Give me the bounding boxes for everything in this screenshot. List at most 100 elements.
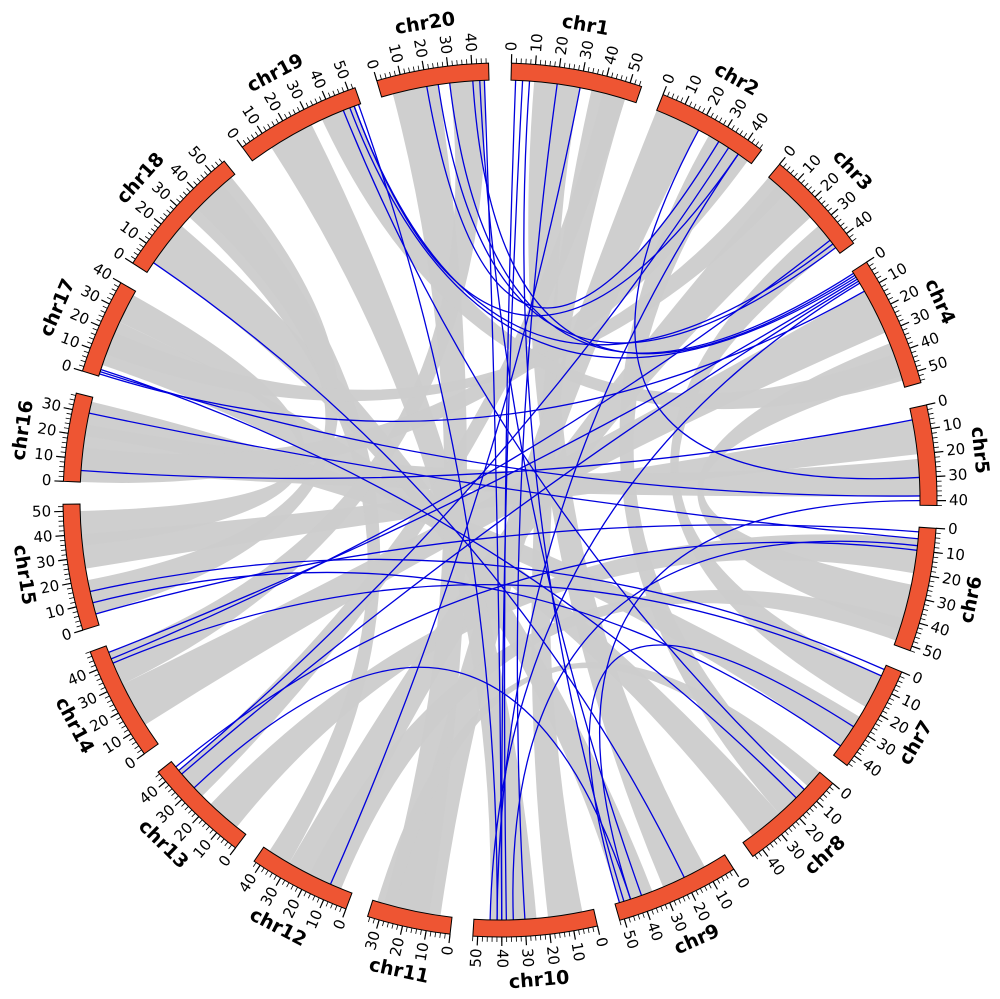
minor-tick [310, 100, 314, 106]
major-tick [81, 344, 91, 349]
major-tick [321, 90, 327, 100]
minor-tick [427, 63, 429, 69]
minor-tick [676, 95, 679, 101]
link [99, 290, 865, 423]
minor-tick [932, 436, 938, 439]
link [99, 371, 920, 497]
chromosome-label: chr1 [560, 10, 611, 40]
major-tick [712, 881, 718, 890]
major-tick [58, 558, 68, 562]
link [342, 110, 805, 790]
ribbon [670, 225, 882, 707]
minor-tick [686, 894, 690, 900]
chromosome-label: chr5 [967, 425, 994, 474]
minor-tick [275, 118, 279, 124]
minor-tick [202, 822, 207, 828]
link [516, 83, 558, 920]
minor-tick [710, 112, 714, 118]
minor-tick [615, 73, 618, 79]
major-tick [878, 277, 888, 284]
tick-label: 0 [936, 391, 949, 411]
tick-label: 0 [502, 41, 520, 51]
minor-tick [70, 601, 76, 604]
minor-tick [933, 441, 939, 444]
major-tick [832, 782, 840, 790]
minor-tick [294, 887, 298, 892]
tick-label: 0 [836, 784, 855, 804]
minor-tick [96, 319, 102, 322]
minor-tick [64, 422, 70, 425]
minor-tick [592, 67, 595, 74]
minor-tick [888, 297, 894, 301]
minor-tick [332, 90, 336, 96]
major-tick [780, 833, 788, 842]
minor-tick [290, 884, 294, 890]
ribbon [271, 124, 537, 920]
minor-tick [868, 263, 874, 267]
minor-tick [155, 773, 160, 778]
minor-tick [186, 188, 191, 193]
minor-tick [61, 441, 67, 444]
tick-label: 0 [948, 520, 959, 539]
major-tick [342, 908, 347, 918]
major-tick [319, 899, 325, 909]
minor-tick [252, 862, 257, 867]
minor-tick [68, 403, 74, 406]
minor-tick [451, 60, 453, 66]
minor-tick [887, 702, 892, 706]
minor-tick [72, 611, 78, 614]
minor-tick [840, 222, 845, 227]
minor-tick [182, 191, 188, 196]
ribbon [87, 177, 339, 614]
major-tick [344, 81, 349, 91]
minor-tick [319, 96, 322, 102]
major-tick [124, 257, 134, 264]
link [353, 105, 739, 317]
minor-tick [824, 203, 829, 208]
ribbon [153, 225, 653, 903]
minor-tick [129, 737, 134, 741]
minor-tick [334, 905, 338, 911]
tick-label: 10 [799, 151, 825, 177]
minor-tick [932, 561, 938, 564]
minor-tick [70, 393, 76, 396]
major-tick [62, 582, 72, 586]
minor-tick [933, 446, 939, 449]
minor-tick [758, 851, 762, 857]
major-tick [582, 62, 586, 72]
tick-label: 20 [410, 37, 431, 59]
minor-tick [611, 72, 614, 78]
tick-label: 10 [941, 414, 963, 435]
tick-label: 30 [361, 929, 384, 952]
minor-tick [220, 838, 225, 844]
tick-label: 40 [850, 207, 876, 233]
link [489, 282, 861, 920]
major-tick [169, 199, 178, 207]
tick-label: 40 [235, 870, 261, 896]
minor-tick [174, 795, 179, 800]
chromosome-label: chr15 [9, 543, 40, 606]
major-tick [110, 712, 119, 718]
minor-tick [620, 75, 623, 81]
tick-label: 50 [32, 502, 52, 520]
minor-tick [200, 174, 205, 179]
minor-tick [273, 875, 277, 880]
ideogram [132, 160, 236, 274]
tick-label: 20 [67, 305, 92, 329]
minor-tick [250, 134, 255, 139]
minor-tick [910, 650, 916, 653]
minor-tick [69, 597, 75, 600]
ribbon [80, 295, 305, 546]
minor-tick [391, 923, 394, 929]
minor-tick [267, 123, 271, 129]
minor-tick [751, 138, 756, 144]
minor-tick [904, 332, 910, 336]
minor-tick [88, 336, 94, 340]
minor-tick [856, 751, 862, 756]
minor-tick [902, 327, 908, 331]
minor-tick [316, 897, 320, 903]
minor-tick [339, 907, 342, 913]
minor-tick [203, 171, 208, 176]
tick-label: 50 [467, 948, 486, 968]
minor-tick [923, 608, 929, 611]
